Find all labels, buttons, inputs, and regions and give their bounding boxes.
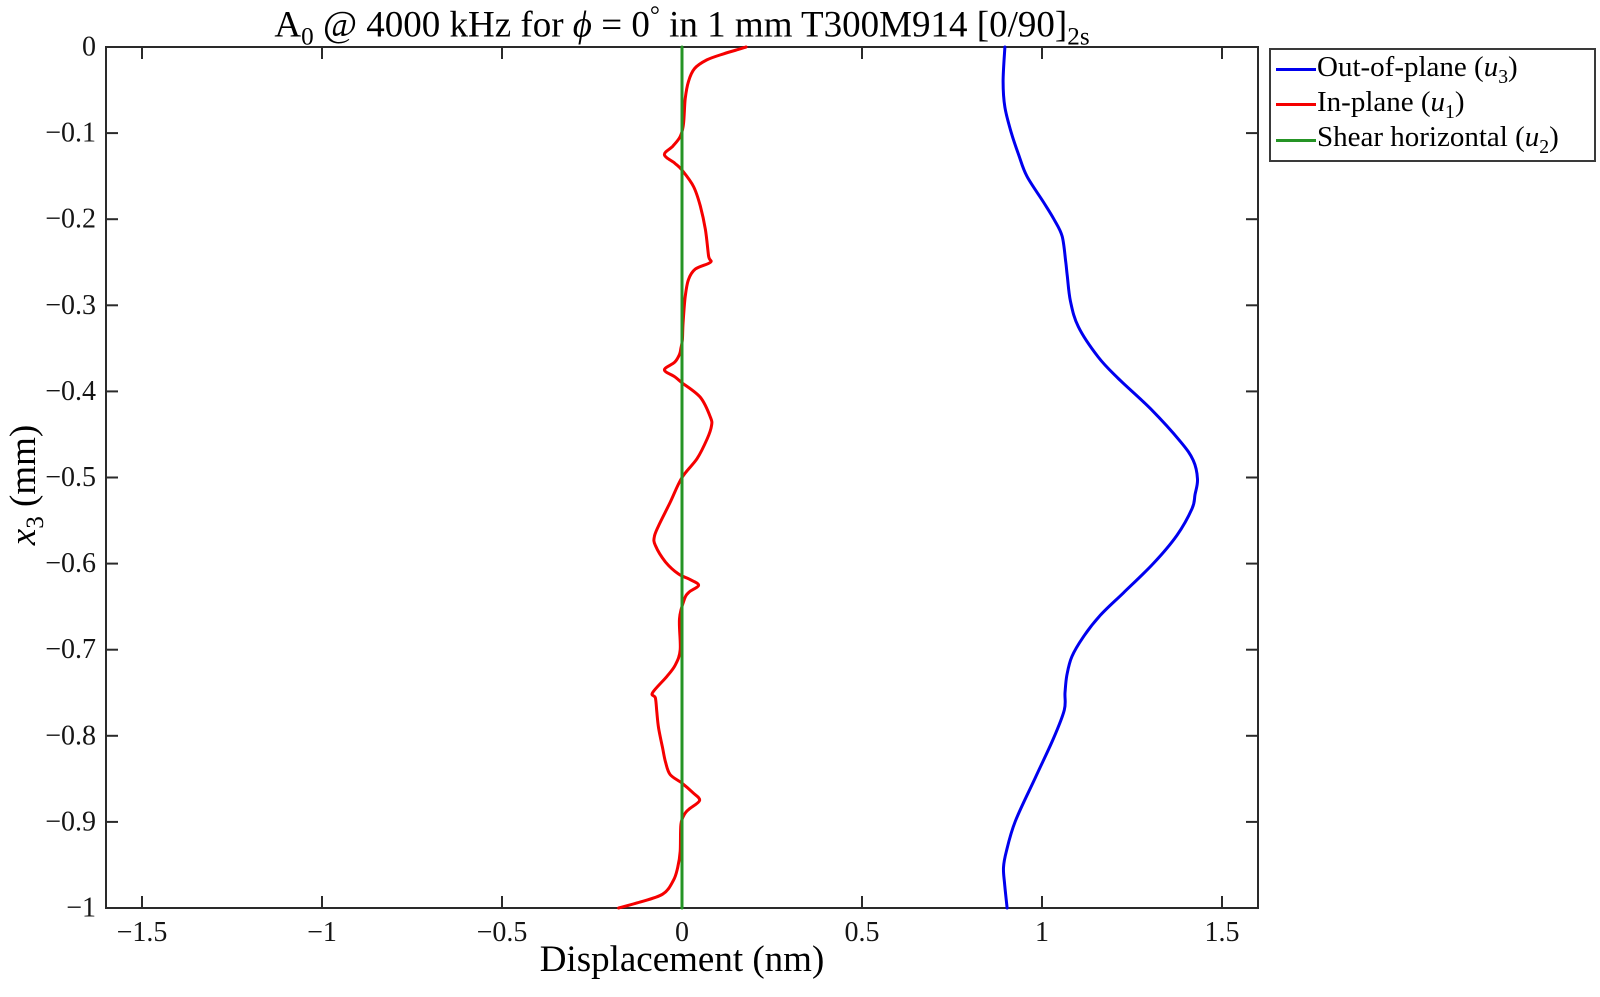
- x-tick-label: −0.5: [477, 917, 528, 948]
- x-axis-label: Displacement (nm): [539, 939, 825, 980]
- chart-title: A0 @ 4000 kHz for ϕ = 0° in 1 mm T300M91…: [106, 2, 1258, 52]
- y-tick-label: −0.6: [45, 548, 96, 579]
- x-tick-label: 1.5: [1205, 917, 1240, 948]
- title-degree: °: [649, 2, 660, 29]
- title-mode: A: [274, 4, 302, 46]
- y-tick-label: −0.8: [45, 720, 96, 751]
- y-axis-unit: (mm): [2, 424, 44, 517]
- y-tick-label: −0.5: [45, 462, 96, 493]
- y-tick-label: −0.7: [45, 634, 96, 665]
- x-tick-label: 1: [1035, 917, 1049, 948]
- title-phi: ϕ: [572, 4, 592, 46]
- y-tick-label: −0.9: [45, 806, 96, 837]
- y-axis-label: x3 (mm): [2, 425, 50, 545]
- legend-item-in-plane: In-plane (u1): [1276, 86, 1594, 123]
- x-tick-label: 0.5: [845, 917, 880, 948]
- y-tick-label: 0: [82, 32, 96, 63]
- y-tick-label: −0.3: [45, 290, 96, 321]
- legend-label-u3: Out-of-plane (u3): [1317, 50, 1518, 88]
- legend-line-u3: [1276, 68, 1316, 72]
- y-tick-label: −0.2: [45, 204, 96, 235]
- y-axis-var: x: [2, 528, 44, 546]
- legend-label-u2: Shear horizontal (u2): [1317, 121, 1559, 159]
- legend-line-u1: [1276, 103, 1316, 107]
- legend-item-shear-horizontal: Shear horizontal (u2): [1276, 121, 1594, 159]
- x-tick-label: −1.5: [117, 917, 168, 948]
- y-tick-label: −0.4: [45, 376, 96, 407]
- x-tick-label: 0: [675, 917, 689, 948]
- legend: Out-of-plane (u3) In-plane (u1) Shear ho…: [1269, 48, 1596, 162]
- legend-line-u2: [1276, 138, 1316, 142]
- y-tick-label: −1: [66, 893, 96, 924]
- title-mode-sub: 0: [301, 23, 314, 51]
- y-axis-var-sub: 3: [22, 516, 50, 529]
- title-freq: @ 4000 kHz for: [313, 4, 573, 46]
- title-layup-sub: 2s: [1067, 23, 1090, 51]
- series-line-u3: [1001, 45, 1200, 910]
- legend-label-u1: In-plane (u1): [1317, 86, 1465, 123]
- title-eq: = 0: [591, 4, 650, 46]
- title-material: in 1 mm T300M914 [0/90]: [659, 4, 1068, 46]
- y-tick-label: −0.1: [45, 118, 96, 149]
- legend-item-out-of-plane: Out-of-plane (u3): [1276, 50, 1594, 88]
- x-tick-label: −1: [307, 917, 337, 948]
